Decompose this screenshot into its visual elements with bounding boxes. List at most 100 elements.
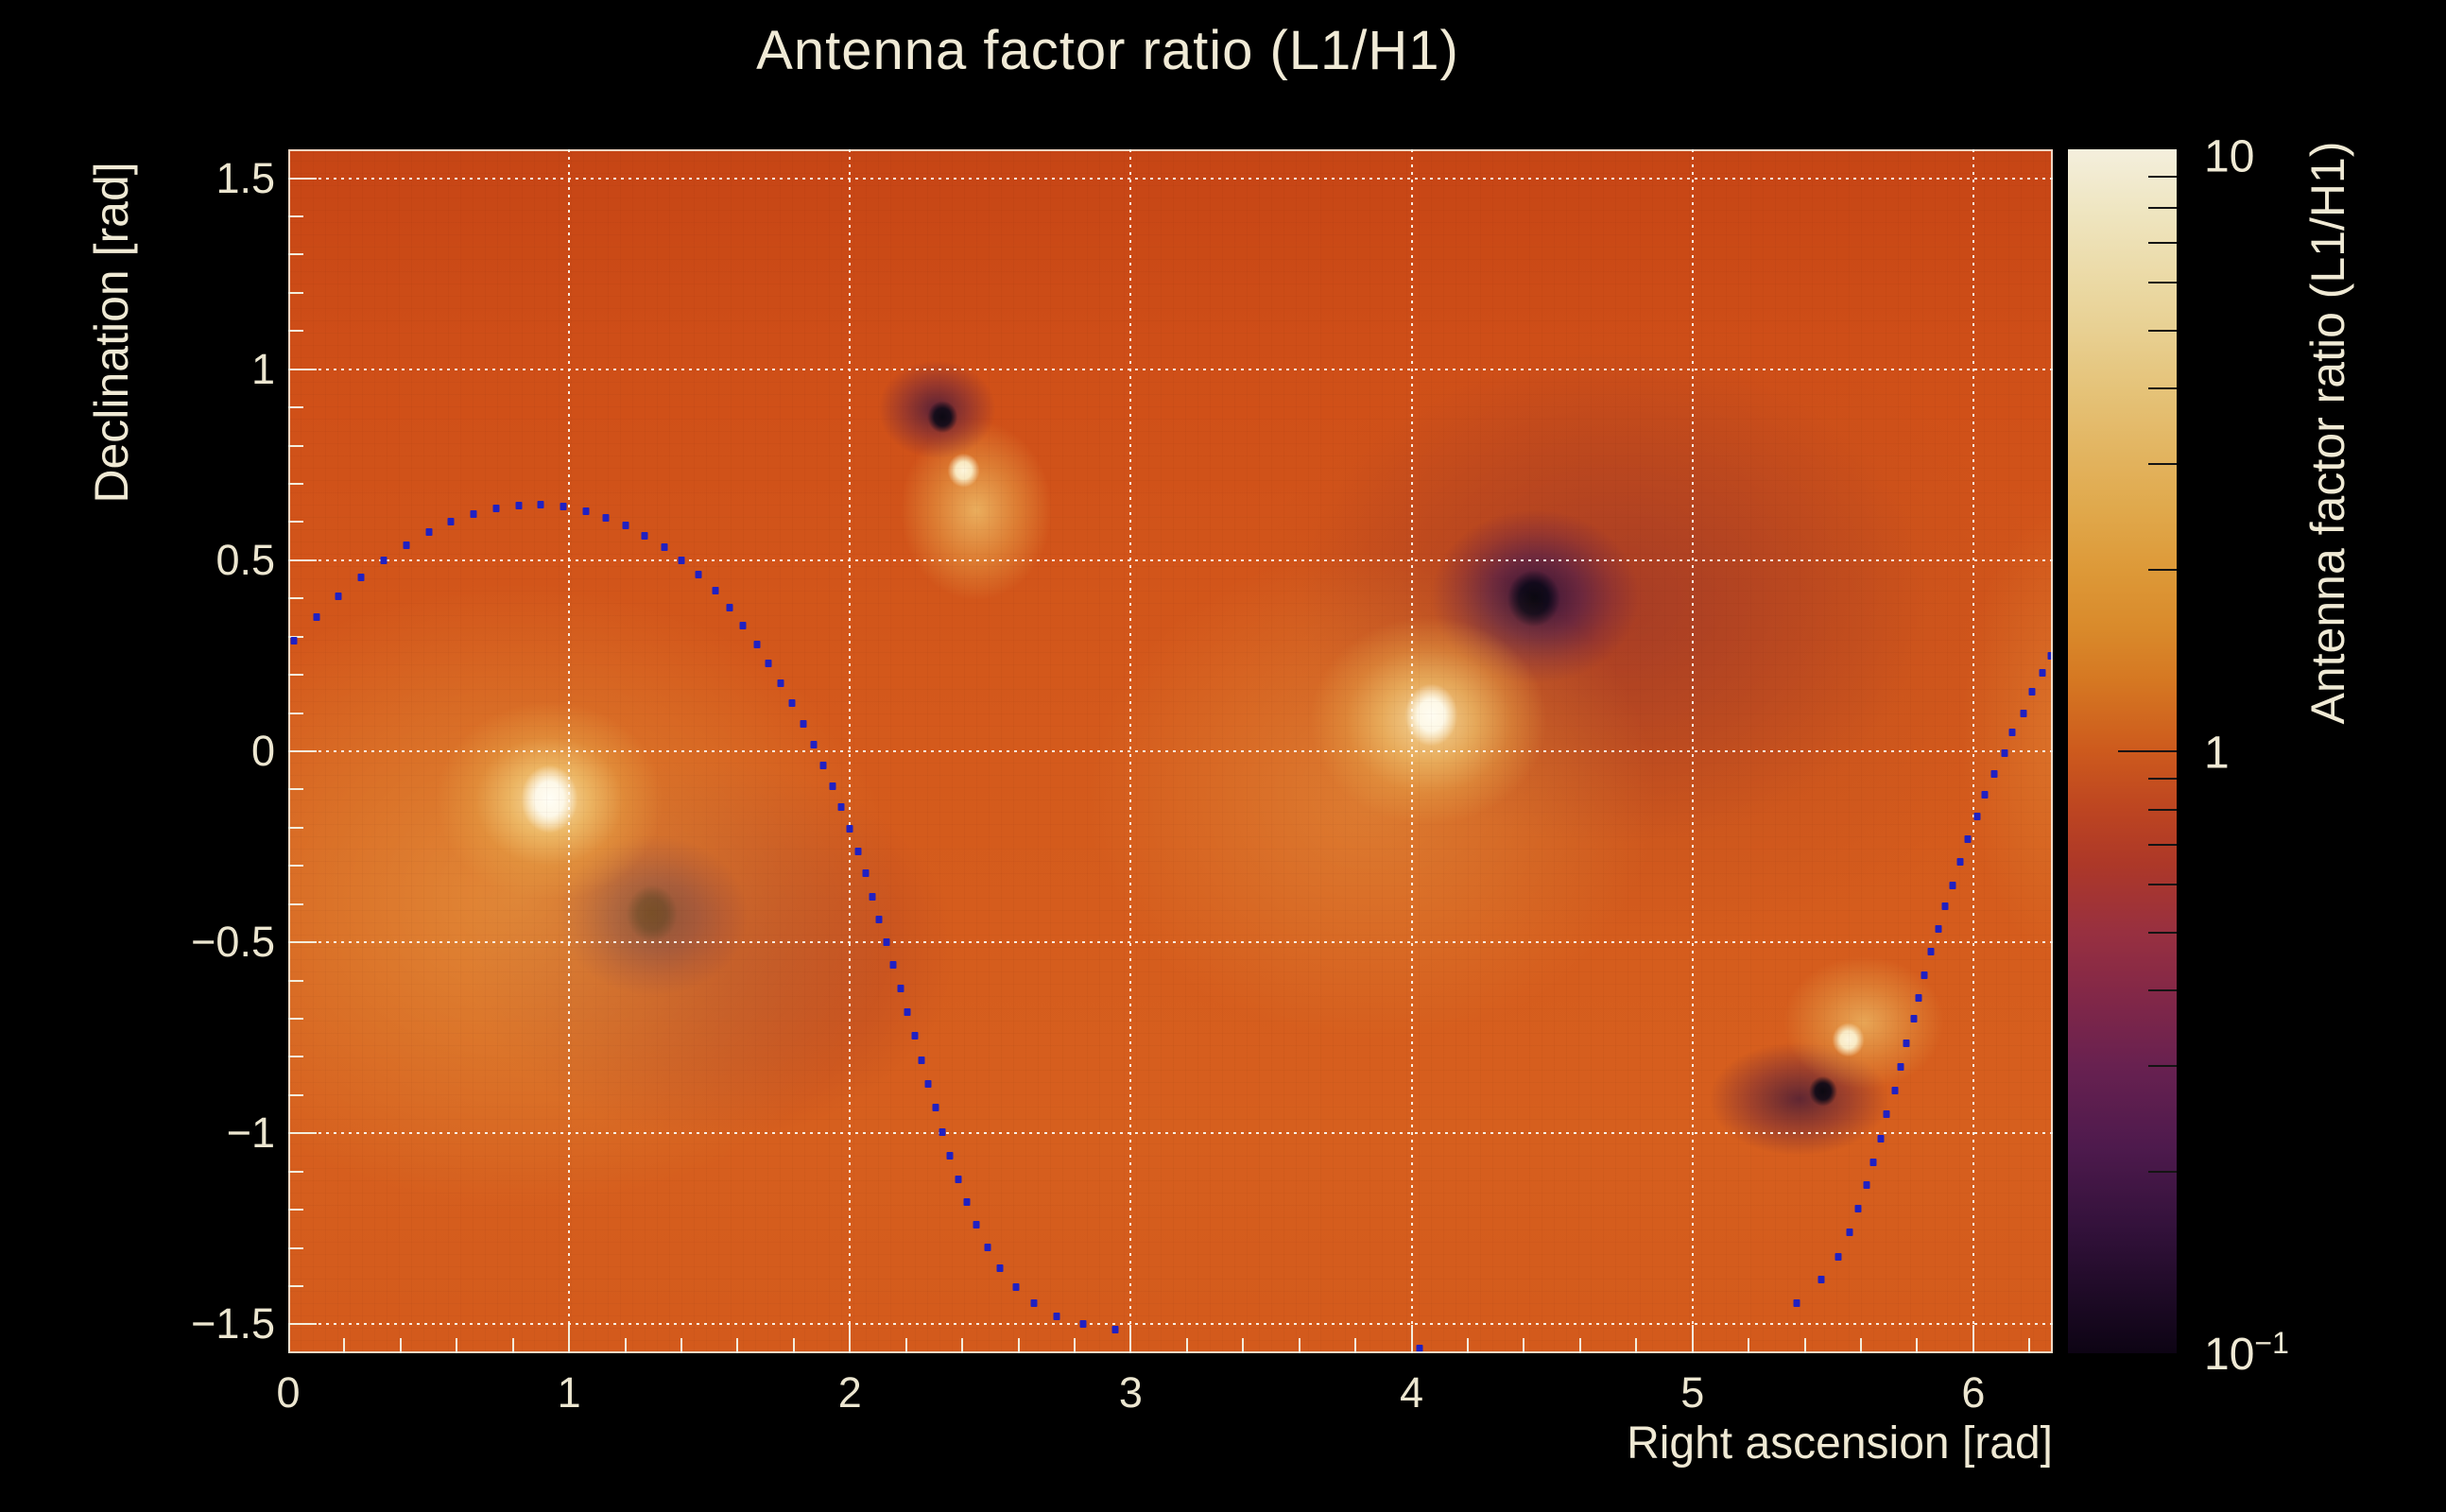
track-marker-dot	[622, 522, 629, 530]
track-marker-dot	[641, 531, 648, 540]
track-marker-dot	[939, 1127, 946, 1136]
track-marker-dot	[1863, 1180, 1870, 1189]
y-minor-tick	[288, 826, 303, 829]
track-marker-dot	[447, 518, 455, 526]
track-marker-dot	[1915, 993, 1922, 1002]
colorbar-minor-tick	[2148, 1171, 2177, 1174]
track-marker-dot	[1877, 1134, 1885, 1143]
track-marker-dot	[537, 501, 544, 509]
track-marker-dot	[403, 541, 410, 549]
y-minor-tick	[288, 597, 303, 600]
track-marker-dot	[1897, 1062, 1904, 1071]
x-major-tick	[568, 1325, 571, 1353]
track-marker-dot	[932, 1104, 939, 1112]
y-major-tick	[288, 558, 317, 561]
track-marker-dot	[425, 528, 433, 537]
track-marker-dot	[777, 679, 784, 688]
colorbar-minor-tick	[2148, 569, 2177, 572]
track-marker-dot	[897, 984, 904, 992]
y-minor-tick	[288, 406, 303, 409]
track-marker-dot	[984, 1243, 991, 1251]
x-major-tick	[849, 1325, 852, 1353]
y-minor-tick	[288, 865, 303, 868]
x-tick-label: 0	[276, 1368, 301, 1417]
track-marker-dot	[1949, 881, 1956, 889]
colorbar-minor-tick	[2148, 931, 2177, 934]
y-minor-tick	[288, 330, 303, 333]
track-marker-dot	[846, 825, 853, 833]
track-marker-dot	[918, 1056, 925, 1064]
track-marker-dot	[837, 803, 845, 812]
y-minor-tick	[288, 1018, 303, 1021]
x-minor-tick	[1354, 1338, 1357, 1353]
track-marker-dot	[695, 571, 702, 579]
track-marker-dot	[854, 847, 862, 855]
colorbar-minor-tick	[2148, 176, 2177, 179]
track-marker-dot	[946, 1151, 954, 1160]
track-marker-dot	[1990, 770, 1998, 779]
track-marker-dot	[963, 1198, 971, 1207]
grid-line-horizontal	[288, 750, 2053, 752]
y-major-tick	[288, 750, 317, 752]
colorbar-major-tick	[2118, 750, 2177, 752]
x-minor-tick	[1242, 1338, 1245, 1353]
x-minor-tick	[961, 1338, 964, 1353]
y-tick-label: −1	[226, 1108, 275, 1158]
y-tick-label: 0.5	[215, 535, 275, 584]
track-marker-dot	[955, 1175, 962, 1183]
y-minor-tick	[288, 1285, 303, 1288]
colorbar-minor-tick	[2148, 282, 2177, 284]
y-minor-tick	[288, 1209, 303, 1211]
track-marker-dot	[1921, 971, 1928, 979]
x-major-tick	[1410, 1325, 1413, 1353]
track-marker-dot	[1981, 791, 1989, 799]
colorbar-minor-tick	[2148, 1065, 2177, 1068]
x-major-tick	[1129, 1325, 1132, 1353]
track-marker-dot	[335, 593, 342, 601]
track-marker-dot	[661, 543, 668, 552]
x-minor-tick	[1859, 1338, 1862, 1353]
x-tick-label: 6	[1961, 1368, 1986, 1417]
grid-line-horizontal	[288, 1323, 2053, 1326]
track-marker-dot	[1846, 1228, 1853, 1237]
track-marker-dot	[883, 938, 890, 947]
track-marker-dot	[1903, 1039, 1910, 1047]
track-marker-dot	[1834, 1252, 1842, 1261]
y-minor-tick	[288, 979, 303, 982]
x-minor-tick	[1073, 1338, 1076, 1353]
y-minor-tick	[288, 1170, 303, 1173]
y-major-tick	[288, 941, 317, 944]
track-marker-dot	[492, 505, 500, 513]
track-marker-dot	[810, 740, 818, 748]
y-major-tick	[288, 1132, 317, 1135]
x-tick-label: 3	[1118, 1368, 1143, 1417]
track-marker-dot	[875, 915, 883, 923]
y-major-tick	[288, 177, 317, 180]
track-marker-dot	[582, 507, 590, 516]
x-axis-title: Right ascension [rad]	[1627, 1418, 2053, 1469]
track-marker-dot	[1817, 1276, 1825, 1284]
x-minor-tick	[1635, 1338, 1638, 1353]
x-minor-tick	[1748, 1338, 1750, 1353]
x-minor-tick	[624, 1338, 627, 1353]
x-minor-tick	[1523, 1338, 1525, 1353]
track-marker-dot	[1964, 834, 1972, 843]
y-tick-label: −0.5	[191, 918, 275, 967]
y-minor-tick	[288, 291, 303, 294]
track-marker-dot	[829, 782, 836, 791]
track-marker-dot	[1854, 1205, 1862, 1213]
track-marker-dot	[765, 660, 772, 667]
colorbar	[2068, 149, 2177, 1353]
colorbar-minor-tick	[2148, 884, 2177, 886]
track-marker-dot	[470, 509, 477, 518]
x-major-tick	[1691, 1325, 1694, 1353]
track-marker-dot	[2020, 709, 2027, 717]
x-minor-tick	[456, 1338, 458, 1353]
y-minor-tick	[288, 215, 303, 217]
y-minor-tick	[288, 674, 303, 677]
track-marker-dot	[2047, 651, 2053, 660]
y-minor-tick	[288, 712, 303, 714]
track-marker-dot	[800, 719, 807, 728]
colorbar-title: Antenna factor ratio (L1/H1)	[2301, 141, 2354, 725]
